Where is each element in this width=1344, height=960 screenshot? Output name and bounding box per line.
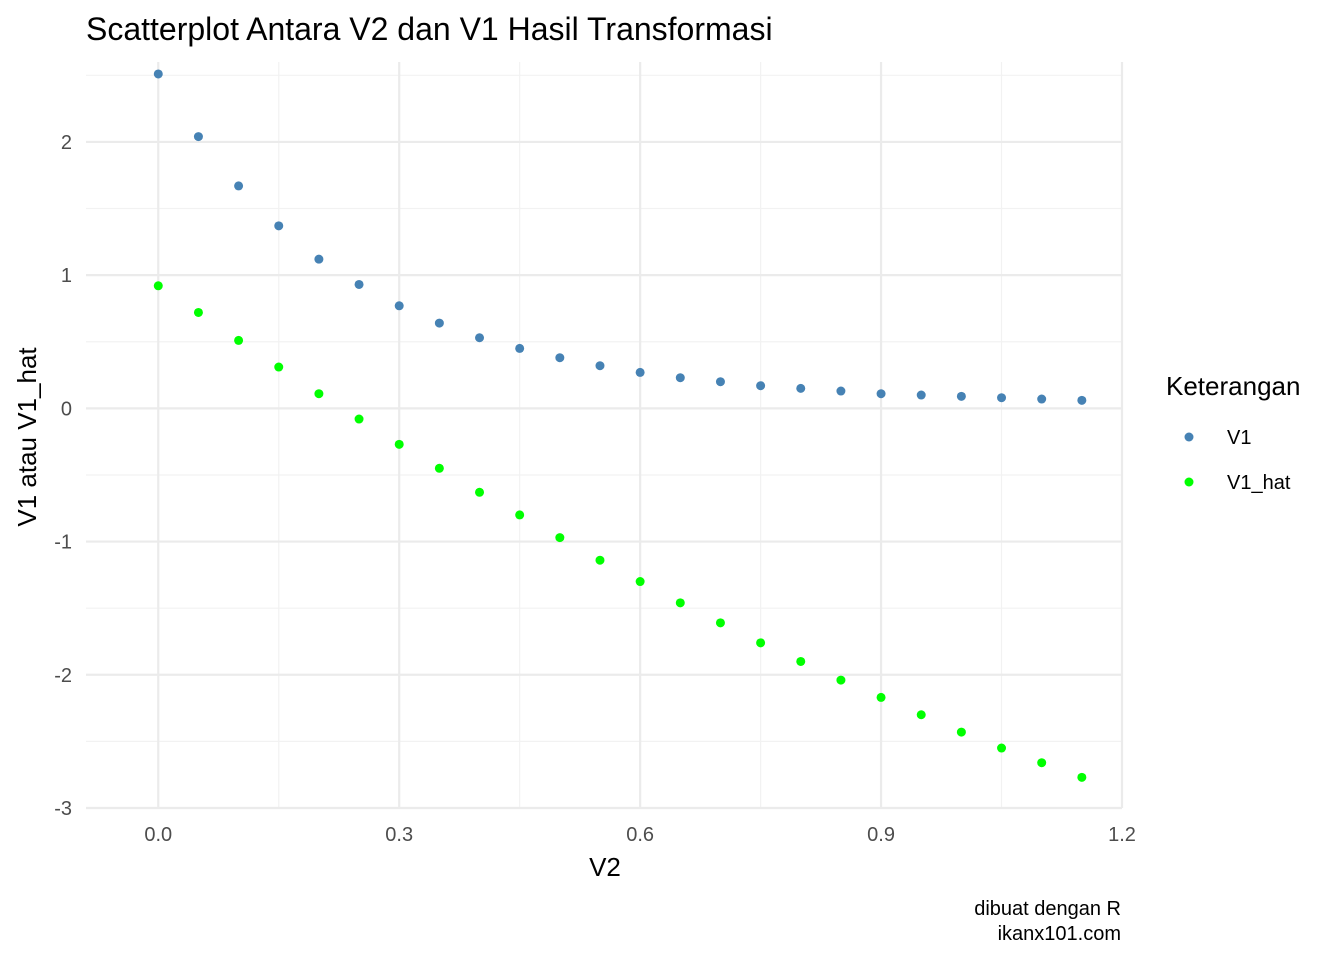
v1-point [515, 343, 525, 353]
v1-point [956, 391, 966, 401]
v1-point [434, 318, 444, 328]
v1-point [1077, 395, 1087, 405]
v1-hat-point [997, 743, 1007, 753]
x-axis-title: V2 [589, 852, 621, 882]
v1-point [675, 373, 685, 383]
v1-point [354, 279, 364, 289]
v1-hat-point [475, 487, 485, 497]
v1-hat-point [354, 414, 364, 424]
v1-hat-point [274, 362, 284, 372]
v1-hat-point [394, 439, 404, 449]
v1-hat-point [234, 335, 244, 345]
x-tick-label: 1.2 [1108, 824, 1136, 846]
legend-title: Keterangan [1166, 371, 1300, 401]
v1-point [234, 181, 244, 191]
x-tick-label: 0.6 [626, 824, 654, 846]
v1-hat-point [1077, 772, 1087, 782]
x-tick-label: 0.9 [867, 824, 895, 846]
caption-line-1: dibuat dengan R [974, 898, 1121, 920]
x-tick-label: 0.0 [144, 824, 172, 846]
v1-hat-point [876, 692, 886, 702]
v1-point [193, 132, 203, 142]
v1-point [475, 333, 485, 343]
y-tick-label: 2 [61, 132, 72, 154]
y-tick-label: 1 [61, 265, 72, 287]
v1-point [555, 353, 565, 363]
v1-hat-point [314, 389, 324, 399]
v1-point [1037, 394, 1047, 404]
legend-label-v1-hat: V1_hat [1227, 472, 1291, 494]
v1-point [274, 221, 284, 231]
v1-hat-point [836, 675, 846, 685]
major-grid [86, 62, 1124, 810]
y-tick-label: 0 [61, 398, 72, 420]
v1-hat-point [715, 618, 725, 628]
v1-hat-point [515, 510, 525, 520]
legend: Keterangan V1 V1_hat [1166, 371, 1300, 494]
v1-point [997, 393, 1007, 403]
v1-hat-point [193, 307, 203, 317]
caption-line-2: ikanx101.com [998, 923, 1121, 945]
v1-hat-point [635, 577, 645, 587]
legend-key-v1-hat [1184, 477, 1194, 487]
y-tick-label: -2 [54, 665, 72, 687]
v1-point [715, 377, 725, 387]
v1-point [876, 389, 886, 399]
v1-point [635, 367, 645, 377]
v1-hat-point [796, 656, 806, 666]
v1-hat-point [555, 533, 565, 543]
chart-title: Scatterplot Antara V2 dan V1 Hasil Trans… [86, 11, 773, 47]
data-points [153, 69, 1087, 782]
minor-grid [86, 62, 1122, 808]
y-tick-label: -3 [54, 798, 72, 820]
v1-hat-point [916, 710, 926, 720]
axis-ticks: 0.0 0.3 0.6 0.9 1.2 -3 -2 -1 0 1 2 [54, 132, 1136, 846]
legend-key-v1 [1184, 432, 1194, 442]
v1-point [796, 383, 806, 393]
v1-hat-point [1037, 758, 1047, 768]
v1-point [314, 254, 324, 264]
v1-point [756, 381, 766, 391]
y-tick-label: -1 [54, 532, 72, 554]
v1-hat-point [434, 463, 444, 473]
v1-point [153, 69, 163, 79]
v1-point [916, 390, 926, 400]
v1-point [836, 386, 846, 396]
v1-hat-point [595, 555, 605, 565]
x-tick-label: 0.3 [385, 824, 413, 846]
v1-hat-point [675, 598, 685, 608]
v1-hat-point [153, 281, 163, 291]
legend-label-v1: V1 [1227, 427, 1251, 449]
v1-point [394, 301, 404, 311]
v1-hat-point [756, 638, 766, 648]
v1-point [595, 361, 605, 371]
v1-hat-point [956, 727, 966, 737]
y-axis-title: V1 atau V1_hat [12, 347, 42, 527]
